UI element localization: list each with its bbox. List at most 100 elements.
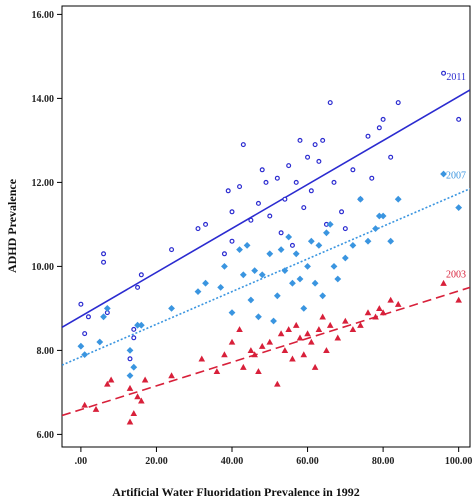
point-2007 [168,305,175,312]
y-tick-label: 12.00 [32,178,55,189]
point-2011 [274,175,280,181]
point-2007 [258,271,266,279]
point-2007 [81,351,89,358]
point-2011 [237,184,243,190]
point-2011 [331,179,337,185]
point-2011 [101,251,107,257]
point-2007 [330,263,338,270]
point-2007 [217,284,225,291]
point-2007 [251,267,259,274]
point-2007 [304,263,311,270]
point-2011 [350,167,356,173]
y-tick-label: 10.00 [32,262,55,273]
point-2003 [198,355,206,362]
point-2003 [357,321,364,328]
point-2011 [135,284,141,290]
point-2007 [247,296,255,304]
point-2007 [281,267,289,274]
point-2007 [285,233,293,241]
point-2003 [126,418,134,425]
point-2011 [339,209,345,215]
point-2003 [104,380,111,387]
point-2011 [127,356,133,362]
point-2011 [229,238,235,244]
point-2011 [312,142,318,148]
point-2011 [263,179,269,185]
plot-area [61,5,471,448]
point-2007 [455,204,463,211]
fit-line-2011 [62,89,470,328]
point-2007 [315,242,323,249]
point-2003 [296,334,304,341]
point-2011 [101,259,107,265]
point-2003 [334,334,342,341]
point-2003 [168,372,175,379]
point-2007 [137,321,145,329]
y-axis-ticks: 6.00 8.00 10.00 12.00 14.00 16.00 [32,10,62,441]
point-2007 [364,237,372,245]
point-2007 [194,288,202,295]
point-2003 [236,326,243,333]
point-2007 [77,342,85,350]
point-2011 [229,209,235,215]
point-2003 [134,393,141,400]
point-2007 [100,313,107,321]
point-2011 [259,167,265,173]
point-2003 [92,405,100,412]
point-2011 [305,154,311,160]
point-2011 [320,137,326,143]
x-tick-label: 20.00 [145,456,168,467]
point-2011 [248,217,254,223]
point-2011 [131,335,137,341]
point-2007 [394,195,402,203]
point-2003 [349,326,357,333]
y-tick-label: 8.00 [37,346,55,357]
point-2011 [301,205,307,211]
point-2007 [349,242,357,249]
point-2007 [130,363,138,371]
x-tick-label: 100.00 [445,456,472,467]
point-2003 [379,309,387,316]
y-axis-title: ADHD Prevalence [5,178,19,273]
point-2011 [221,251,227,257]
point-2003 [266,338,274,345]
point-2011 [282,196,288,202]
point-2011 [388,154,394,160]
x-tick-label: 40.00 [221,456,244,467]
point-2011 [376,125,382,131]
point-2011 [82,331,88,337]
point-2007 [311,279,319,287]
point-2007 [341,254,349,262]
point-2003 [455,296,462,303]
point-2011 [316,158,322,164]
point-2003 [440,279,447,286]
point-2003 [221,351,228,358]
x-tick-label: 80.00 [372,456,395,467]
point-2007 [228,309,236,316]
point-2003 [281,347,289,354]
point-2003 [315,326,323,333]
point-2011 [308,188,314,194]
point-2003 [126,384,134,391]
point-2003 [141,376,149,383]
point-2007 [296,275,304,283]
point-2011 [286,163,292,169]
point-2003 [274,380,281,387]
point-2003 [255,368,262,375]
fit-line-2003 [62,286,470,417]
point-2011 [138,272,144,278]
point-2011 [289,242,295,248]
series-label-2011: 2011 [446,72,466,83]
series-label-2003: 2003 [446,269,466,280]
point-2011 [195,226,201,232]
point-2007 [103,305,111,312]
y-tick-label: 6.00 [37,430,55,441]
point-2003 [228,338,236,345]
point-2007 [375,212,383,220]
point-2003 [107,376,115,383]
point-2011 [267,213,273,219]
point-2003 [387,296,394,303]
point-2007 [292,250,300,258]
point-2003 [376,305,383,312]
series-labels: 2011 2007 2003 [446,72,466,280]
